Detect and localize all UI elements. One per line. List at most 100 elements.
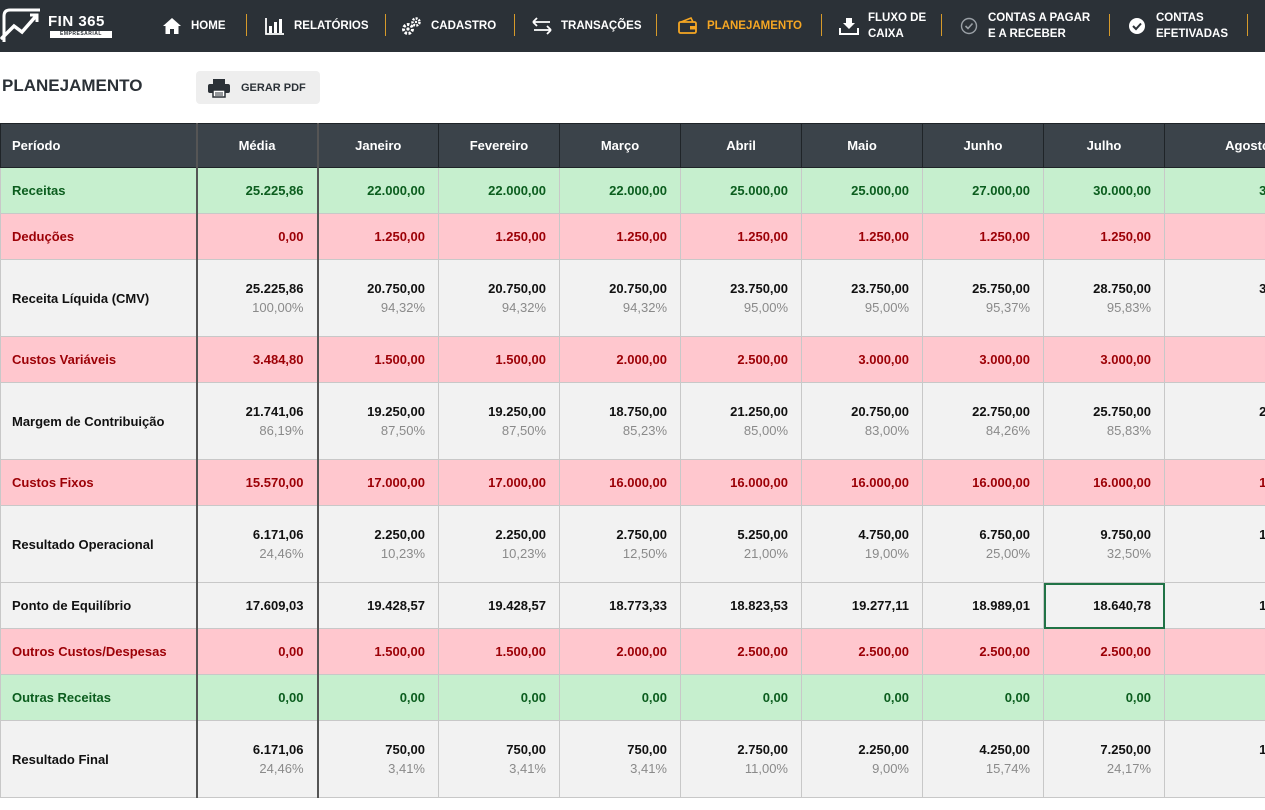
month-cell[interactable]: 16.000,00 <box>680 459 802 506</box>
nav-cadastro[interactable]: CADASTRO <box>402 0 496 52</box>
month-cell[interactable]: 2.500,00 <box>1043 628 1165 675</box>
month-cell[interactable]: 6.750,00 25,00% <box>922 505 1044 583</box>
month-cell[interactable]: 31.750,00 96,21% <box>1164 259 1265 337</box>
month-cell[interactable]: 2.000,00 <box>559 628 681 675</box>
month-cell[interactable]: 1.250,00 <box>1043 213 1165 260</box>
month-cell[interactable]: 18.989,01 <box>922 582 1044 629</box>
month-cell[interactable]: 22.000,00 <box>559 167 681 214</box>
row-label[interactable]: Resultado Final <box>0 720 197 798</box>
month-cell[interactable]: 19.250,00 87,50% <box>317 382 439 460</box>
month-cell[interactable]: 19.428,57 <box>317 582 439 629</box>
month-cell[interactable]: 2.250,00 10,23% <box>438 505 560 583</box>
month-cell[interactable]: 2.500,00 <box>680 628 802 675</box>
month-cell[interactable]: 21.250,00 85,00% <box>680 382 802 460</box>
month-cell[interactable]: 2.500,00 <box>680 336 802 383</box>
average-cell[interactable]: 3.484,80 <box>195 336 319 383</box>
month-cell[interactable]: 9.750,00 32,50% <box>1043 505 1165 583</box>
nav-fluxo-de-caixa[interactable]: FLUXO DE CAIXA <box>839 0 926 52</box>
month-cell[interactable]: 2.250,00 9,00% <box>801 720 923 798</box>
generate-pdf-button[interactable]: GERAR PDF <box>196 71 320 104</box>
month-cell[interactable]: 0,00 <box>559 674 681 721</box>
month-cell[interactable]: 2.500,00 <box>1164 628 1265 675</box>
month-cell[interactable]: 20.750,00 94,32% <box>559 259 681 337</box>
row-label[interactable]: Resultado Operacional <box>0 505 197 583</box>
month-cell[interactable]: 1.250,00 <box>922 213 1044 260</box>
average-cell[interactable]: 0,00 <box>195 213 319 260</box>
month-cell[interactable]: 0,00 <box>317 674 439 721</box>
month-cell[interactable]: 20.750,00 94,32% <box>438 259 560 337</box>
month-cell[interactable]: 19.277,11 <box>801 582 923 629</box>
month-cell[interactable]: 18.773,33 <box>559 582 681 629</box>
month-cell[interactable]: 16.000,00 <box>1043 459 1165 506</box>
month-cell[interactable]: 3.000,00 <box>922 336 1044 383</box>
month-cell[interactable]: 2.750,00 11,00% <box>680 720 802 798</box>
row-label[interactable]: Margem de Contribuição <box>0 382 197 460</box>
month-cell[interactable]: 16.000,00 <box>1164 459 1265 506</box>
month-cell[interactable]: 750,00 3,41% <box>438 720 560 798</box>
month-cell[interactable]: 12.750,00 38,64% <box>1164 505 1265 583</box>
nav-contas-pagar-receber[interactable]: CONTAS A PAGAR E A RECEBER <box>959 0 1090 52</box>
month-cell[interactable]: 1.250,00 <box>559 213 681 260</box>
row-label[interactable]: Custos Variáveis <box>0 336 197 383</box>
month-cell[interactable]: 5.250,00 21,00% <box>680 505 802 583</box>
average-cell[interactable]: 17.609,03 <box>195 582 319 629</box>
month-cell[interactable]: 1.250,00 <box>801 213 923 260</box>
month-cell[interactable]: 0,00 <box>1164 674 1265 721</box>
month-cell[interactable]: 0,00 <box>680 674 802 721</box>
month-cell[interactable]: 1.500,00 <box>438 628 560 675</box>
month-cell[interactable]: 28.750,00 87,12% <box>1164 382 1265 460</box>
month-cell[interactable]: 17.000,00 <box>438 459 560 506</box>
month-cell[interactable]: 22.000,00 <box>317 167 439 214</box>
app-logo[interactable]: FIN 365 EMPRESARIAL <box>0 6 120 46</box>
month-cell[interactable]: 0,00 <box>801 674 923 721</box>
nav-planejamento[interactable]: PLANEJAMENTO <box>678 0 802 52</box>
month-cell[interactable]: 17.000,00 <box>317 459 439 506</box>
average-cell[interactable]: 0,00 <box>195 628 319 675</box>
month-cell[interactable]: 22.750,00 84,26% <box>922 382 1044 460</box>
average-cell[interactable]: 6.171,06 24,46% <box>195 505 319 583</box>
month-cell[interactable]: 16.000,00 <box>801 459 923 506</box>
month-cell[interactable]: 18.640,78 <box>1043 582 1165 629</box>
month-cell[interactable]: 16.000,00 <box>922 459 1044 506</box>
month-cell[interactable]: 30.000,00 <box>1043 167 1165 214</box>
month-cell[interactable]: 25.750,00 85,83% <box>1043 382 1165 460</box>
month-cell[interactable]: 7.250,00 24,17% <box>1043 720 1165 798</box>
month-cell[interactable]: 28.750,00 95,83% <box>1043 259 1165 337</box>
row-label[interactable]: Ponto de Equilíbrio <box>0 582 197 629</box>
month-cell[interactable]: 2.750,00 12,50% <box>559 505 681 583</box>
average-cell[interactable]: 25.225,86 <box>195 167 319 214</box>
nav-transacoes[interactable]: TRANSAÇÕES <box>532 0 642 52</box>
month-cell[interactable]: 2.500,00 <box>801 628 923 675</box>
row-label[interactable]: Receita Líquida (CMV) <box>0 259 197 337</box>
month-cell[interactable]: 23.750,00 95,00% <box>801 259 923 337</box>
row-label[interactable]: Outras Receitas <box>0 674 197 721</box>
month-cell[interactable]: 4.750,00 19,00% <box>801 505 923 583</box>
month-cell[interactable]: 25.750,00 95,37% <box>922 259 1044 337</box>
month-cell[interactable]: 1.250,00 <box>438 213 560 260</box>
month-cell[interactable]: 0,00 <box>438 674 560 721</box>
average-cell[interactable]: 15.570,00 <box>195 459 319 506</box>
month-cell[interactable]: 2.000,00 <box>559 336 681 383</box>
nav-relatorios[interactable]: RELATÓRIOS <box>265 0 369 52</box>
month-cell[interactable]: 1.500,00 <box>317 336 439 383</box>
month-cell[interactable]: 20.750,00 94,32% <box>317 259 439 337</box>
month-cell[interactable]: 1.250,00 <box>317 213 439 260</box>
nav-contas-efetivadas[interactable]: CONTAS EFETIVADAS <box>1127 0 1228 52</box>
average-cell[interactable]: 21.741,06 86,19% <box>195 382 319 460</box>
month-cell[interactable]: 0,00 <box>922 674 1044 721</box>
month-cell[interactable]: 3.000,00 <box>1043 336 1165 383</box>
row-label[interactable]: Deduções <box>0 213 197 260</box>
month-cell[interactable]: 750,00 3,41% <box>317 720 439 798</box>
row-label[interactable]: Outros Custos/Despesas <box>0 628 197 675</box>
month-cell[interactable]: 1.250,00 <box>680 213 802 260</box>
month-cell[interactable]: 1.500,00 <box>317 628 439 675</box>
month-cell[interactable]: 2.250,00 10,23% <box>317 505 439 583</box>
month-cell[interactable]: 2.500,00 <box>922 628 1044 675</box>
month-cell[interactable]: 10.250,00 31,06% <box>1164 720 1265 798</box>
row-label[interactable]: Receitas <box>0 167 197 214</box>
average-cell[interactable]: 6.171,06 24,46% <box>195 720 319 798</box>
month-cell[interactable]: 3.000,00 <box>1164 336 1265 383</box>
month-cell[interactable]: 18.750,00 85,23% <box>559 382 681 460</box>
month-cell[interactable]: 750,00 3,41% <box>559 720 681 798</box>
month-cell[interactable]: 19.428,57 <box>438 582 560 629</box>
